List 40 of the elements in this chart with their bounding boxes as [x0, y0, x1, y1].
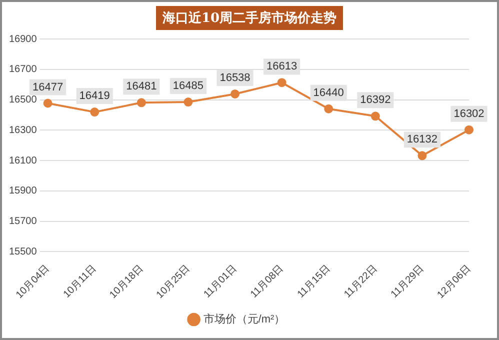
data-label: 16302 [454, 108, 484, 120]
x-tick-label: 12月06日 [435, 263, 474, 301]
point [277, 78, 286, 88]
chart-title: 海口近10周二手房市场价走势 [156, 6, 343, 30]
point [464, 125, 474, 134]
x-tick-label: 10月18日 [108, 263, 146, 301]
data-label: 16392 [360, 94, 391, 106]
y-tick-label: 16300 [8, 124, 38, 136]
y-tick-label: 15900 [8, 186, 38, 197]
data-label: 16419 [79, 90, 110, 102]
x-tick-label: 11月22日 [342, 263, 380, 300]
y-tick-label: 15700 [8, 216, 38, 228]
data-label: 16440 [313, 86, 344, 99]
legend-label: 市场价（元/m²） [203, 312, 286, 326]
point [184, 98, 193, 107]
x-tick-label: 11月15日 [296, 263, 333, 300]
x-tick-label: 11月29日 [389, 263, 426, 300]
point [43, 98, 52, 108]
data-label: 16538 [220, 72, 250, 84]
data-label: 16132 [406, 134, 438, 146]
point [230, 89, 240, 98]
x-tick-label: 11月01日 [202, 263, 240, 300]
x-tick-label: 10月11日 [62, 263, 99, 300]
data-label: 16613 [266, 60, 298, 73]
data-label: 16485 [172, 80, 204, 92]
x-tick-label: 10月25日 [154, 263, 192, 301]
y-tick-label: 16500 [8, 94, 38, 106]
y-tick-label: 15500 [8, 246, 38, 258]
y-tick-label: 16900 [8, 34, 38, 45]
x-tick-label: 11月08日 [248, 263, 286, 300]
y-tick-label: 16100 [8, 155, 38, 166]
y-tick-label: 16700 [8, 64, 38, 76]
point [324, 104, 334, 114]
point [90, 108, 100, 117]
point [370, 112, 380, 121]
x-tick-label: 10月04日 [14, 263, 52, 301]
data-label: 16477 [32, 81, 64, 94]
point [136, 98, 146, 108]
point [418, 151, 427, 160]
data-label: 16481 [126, 80, 157, 93]
